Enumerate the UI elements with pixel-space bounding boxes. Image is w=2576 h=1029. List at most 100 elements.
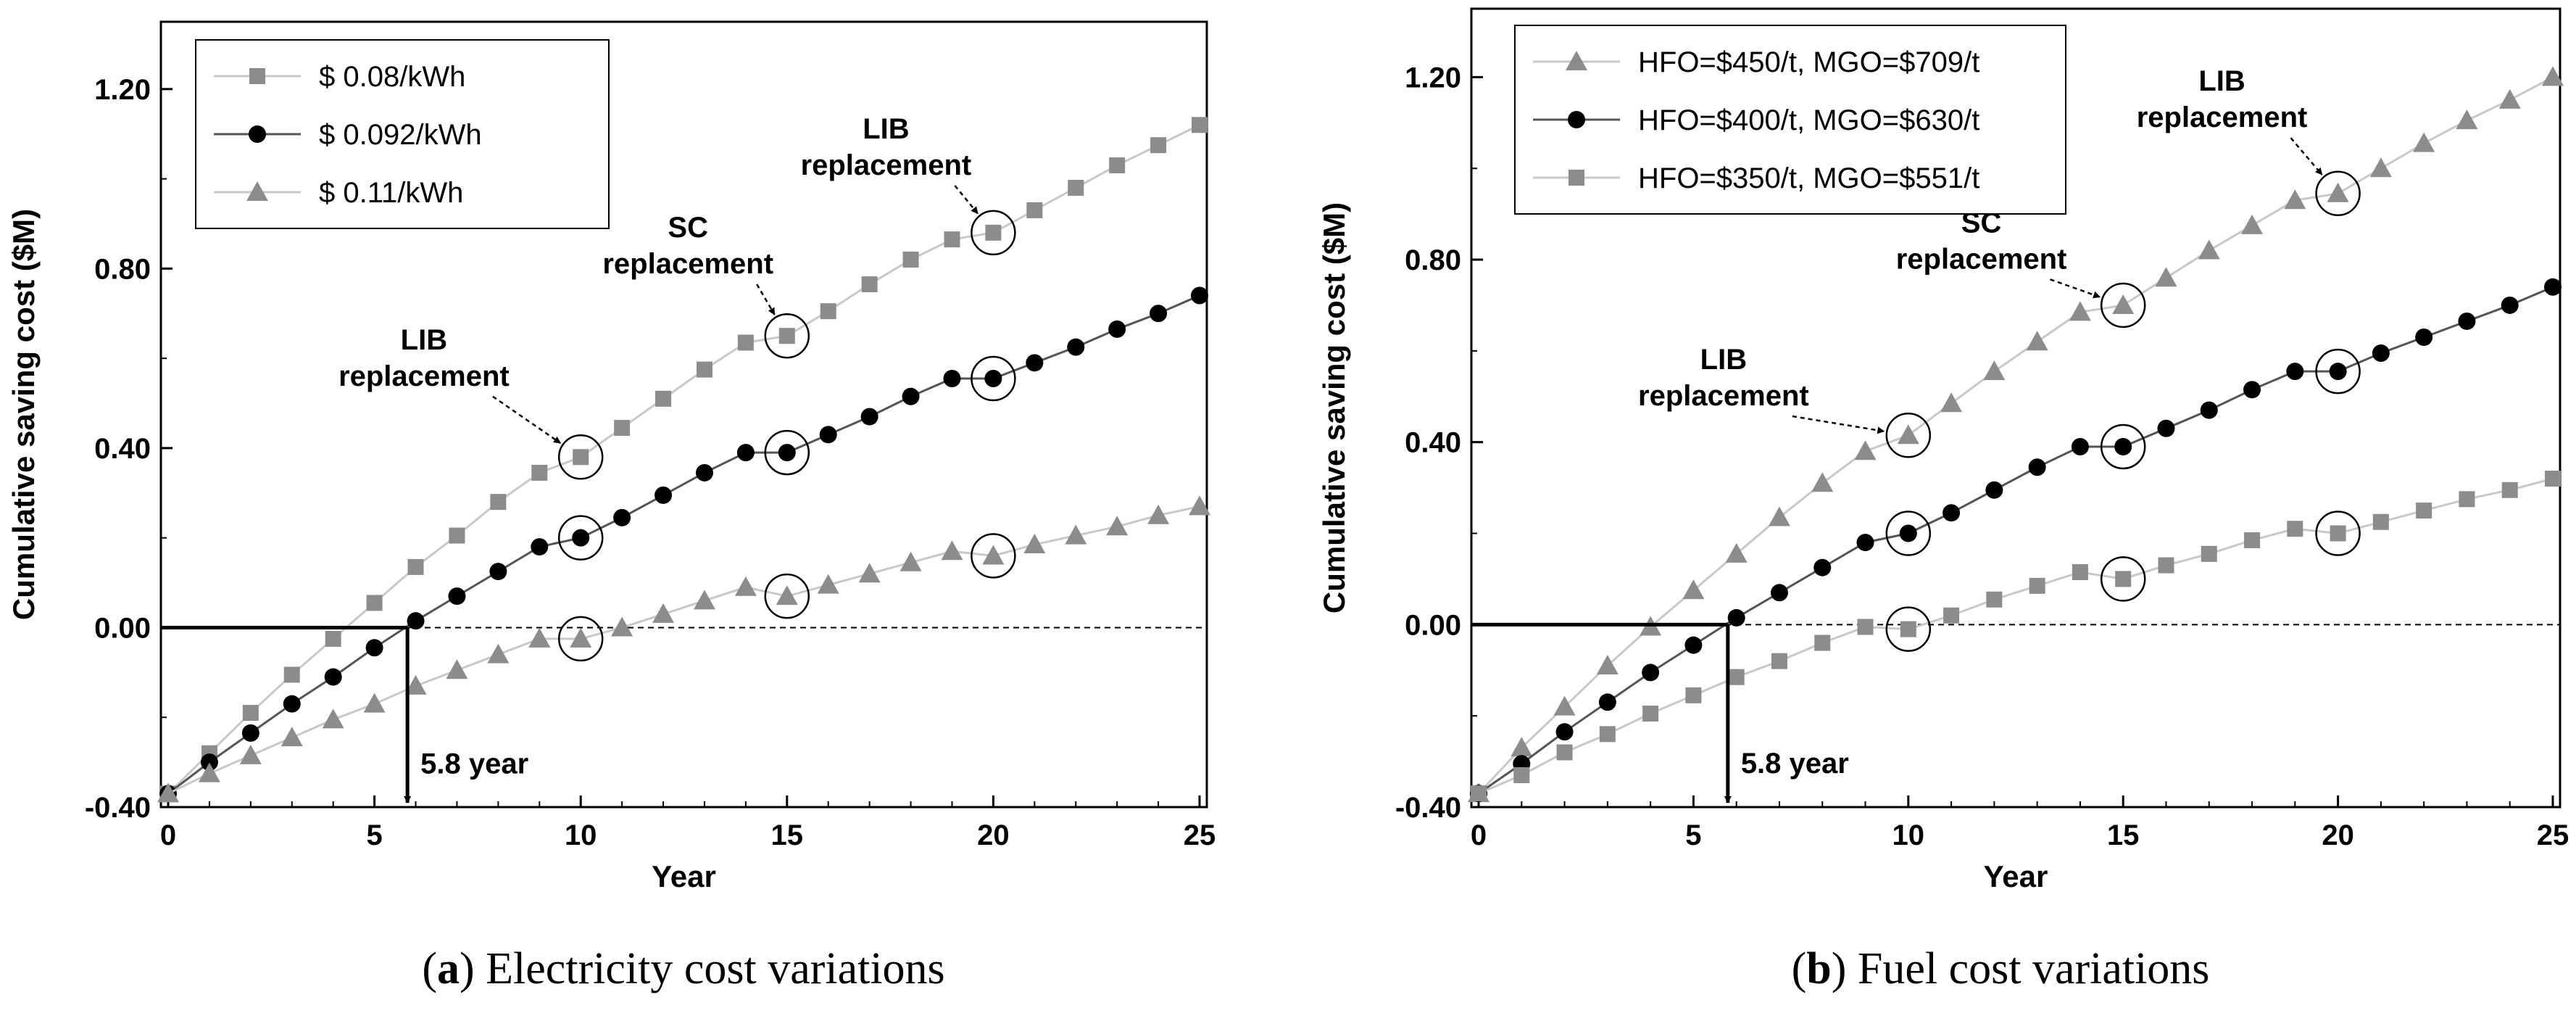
data-point	[449, 527, 465, 544]
plot-frame	[1470, 7, 2562, 809]
legend-label: $ 0.092/kWh	[319, 119, 482, 151]
x-tick-label: 5	[366, 819, 382, 851]
x-tick-label: 10	[565, 819, 597, 851]
replacement-circle	[1885, 606, 1932, 652]
data-point	[984, 369, 1002, 387]
x-tick-label: 0	[1471, 819, 1487, 851]
y-tick-label: 0.00	[94, 612, 151, 644]
replacement-circle	[1885, 511, 1932, 556]
legend: $ 0.08/kWh $ 0.092/kWh $ 0.11/kWh	[195, 39, 610, 229]
data-point	[1026, 202, 1043, 218]
data-point	[2329, 363, 2347, 381]
legend: HFO=$450/t, MGO=$709/t HFO=$400/t, MGO=$6…	[1514, 25, 2066, 215]
data-point	[817, 574, 839, 594]
data-point	[1940, 392, 1963, 413]
data-point	[1768, 506, 1790, 526]
annotation-text: replacement	[801, 149, 972, 181]
data-point	[2157, 419, 2175, 437]
data-point	[1813, 558, 1832, 577]
data-point	[281, 727, 303, 747]
data-point	[1553, 695, 1576, 716]
annotation-text: LIB	[401, 324, 447, 356]
data-point	[1067, 338, 1085, 356]
data-point	[1189, 495, 1210, 516]
data-point	[655, 390, 672, 407]
data-point	[2501, 296, 2519, 314]
annotation-arrow	[756, 284, 776, 315]
chart-panel-b: 0 5 10 15 20 25 -0.40 0.00 0.40 0.80 1.20 Year Cumul…	[1317, 7, 2569, 993]
data-point	[902, 387, 920, 405]
x-tick-label: 15	[2107, 819, 2140, 851]
data-point	[2029, 577, 2045, 594]
legend-label: $ 0.11/kWh	[319, 177, 463, 209]
annotation-text: replacement	[602, 248, 773, 280]
data-point	[1065, 524, 1087, 545]
data-point	[2241, 214, 2264, 234]
x-tick-label: 15	[771, 819, 804, 851]
data-point	[573, 449, 589, 466]
annotation-text: replacement	[1896, 243, 2067, 275]
y-axis-label: Cumulative saving cost ($M)	[1317, 202, 1351, 613]
data-point	[2545, 471, 2561, 487]
replacement-circle	[764, 429, 810, 476]
data-point	[902, 251, 919, 268]
data-point	[737, 334, 754, 351]
data-point	[2286, 363, 2304, 381]
y-tick-label: 0.40	[94, 433, 151, 465]
data-point	[1685, 687, 1702, 703]
data-point	[2072, 563, 2088, 580]
replacement-circle	[557, 515, 604, 561]
data-point	[2544, 278, 2562, 296]
data-point	[736, 444, 755, 462]
x-tick-label: 0	[160, 819, 176, 851]
data-point	[1150, 305, 1168, 323]
data-point	[1109, 157, 1126, 174]
data-point	[489, 563, 507, 581]
data-point	[1983, 360, 2006, 381]
data-point	[487, 643, 510, 664]
annotation: LIB replacement	[338, 324, 562, 445]
data-point	[198, 762, 220, 782]
data-point	[2243, 381, 2261, 399]
x-axis-label: Year	[652, 859, 716, 893]
data-point	[1771, 653, 1787, 669]
series-1	[1470, 278, 2562, 803]
data-point	[943, 369, 961, 387]
data-point	[366, 595, 383, 611]
annotation-arrow	[2050, 278, 2101, 299]
data-point	[1555, 723, 1574, 741]
x-tick-label: 20	[2322, 819, 2354, 851]
data-point	[1814, 635, 1831, 651]
figure-caption: (b) Fuel cost variations	[1792, 944, 2210, 993]
plot-frame	[159, 20, 1208, 809]
data-point	[2201, 545, 2217, 562]
legend-marker	[1569, 170, 1584, 186]
annotation-arrow	[2290, 137, 2323, 175]
data-point	[614, 420, 631, 437]
data-point	[2330, 525, 2346, 542]
replacement-circle	[2100, 282, 2146, 328]
data-point	[2501, 482, 2518, 498]
data-point	[899, 551, 922, 571]
annotation: LIB replacement	[801, 113, 979, 215]
data-point	[693, 590, 715, 610]
data-point	[2459, 491, 2475, 508]
replacement-circle	[764, 313, 810, 359]
data-point	[1854, 440, 1877, 460]
data-point	[1598, 693, 1616, 711]
replacement-circle	[971, 355, 1016, 402]
data-point	[1150, 137, 1167, 154]
data-point	[1642, 664, 1660, 682]
data-point	[528, 627, 551, 648]
data-point	[242, 705, 259, 722]
data-point	[1106, 516, 1129, 536]
data-point	[2112, 294, 2135, 314]
data-point	[655, 486, 673, 504]
data-point	[1147, 504, 1170, 524]
data-point	[1857, 619, 1874, 635]
data-point	[365, 639, 383, 657]
data-point	[1770, 584, 1788, 602]
y-tick-label: 1.20	[1405, 62, 1461, 94]
x-tick-label: 25	[1184, 819, 1216, 851]
series-line	[167, 294, 1200, 795]
